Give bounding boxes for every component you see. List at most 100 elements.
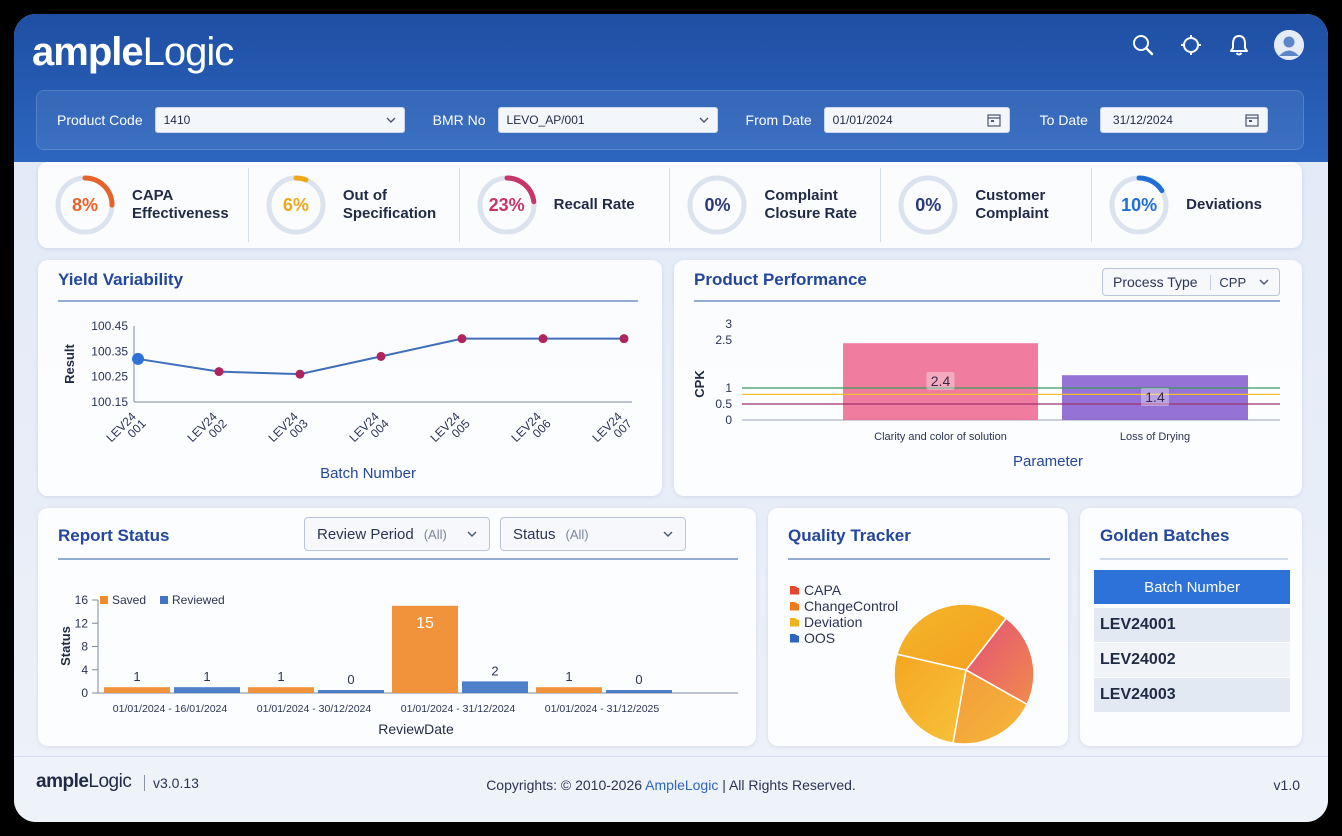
process-type-value: CPP	[1210, 274, 1246, 290]
data-point	[619, 334, 629, 344]
logo-bold: ample	[32, 29, 144, 74]
bmr-label: BMR No	[432, 112, 486, 128]
x-tick-label: LEV24005	[427, 408, 473, 454]
y-tick-label: 4	[81, 663, 88, 677]
user-avatar-icon[interactable]	[1274, 30, 1304, 60]
quality-legend: CAPA ChangeControl Deviation OOS	[790, 582, 898, 646]
y-tick-label: 16	[75, 593, 89, 607]
kpi-label: CAPA Effectiveness	[132, 187, 229, 223]
calendar-icon[interactable]	[987, 113, 1001, 127]
app-frame: ample Logic Product Code 1410 BMR No	[14, 14, 1328, 822]
crosshair-icon[interactable]	[1178, 30, 1204, 60]
kpi-ring-graphic	[1109, 175, 1169, 235]
kpi-item[interactable]: 8% CAPA Effectiveness	[38, 168, 249, 242]
report-title: Report Status	[58, 526, 170, 545]
title-divider	[58, 558, 738, 560]
kpi-value: 10%	[1121, 194, 1158, 215]
legend-label: Deviation	[804, 614, 863, 630]
kpi-item[interactable]: 0% Customer Complaint	[881, 168, 1093, 242]
kpi-ring-track	[898, 175, 958, 235]
data-label: 1.4	[1145, 389, 1165, 405]
title-divider	[1100, 558, 1288, 560]
logo-light: Logic	[142, 29, 235, 74]
legend-swatch	[790, 601, 799, 611]
kpi-ring-progress	[55, 175, 115, 235]
kpi-label-line1: Customer	[975, 187, 1046, 204]
data-point	[132, 352, 144, 365]
y-tick-label: 100.35	[91, 344, 128, 358]
kpi-ring-graphic	[477, 175, 537, 235]
y-tick-label: 2.5	[715, 333, 732, 347]
footer-logo: ampleLogic	[36, 771, 132, 793]
kpi-label: Customer Complaint	[975, 187, 1048, 223]
data-label: 0	[635, 672, 642, 687]
process-type-select[interactable]: Process Type CPP	[1102, 268, 1280, 296]
search-icon[interactable]	[1130, 30, 1156, 60]
legend-item[interactable]: OOS	[790, 630, 898, 646]
table-row[interactable]: LEV24002	[1094, 643, 1290, 677]
x-tick-label: LEV24004	[346, 408, 392, 454]
bar	[843, 343, 1038, 420]
data-label: 2	[491, 663, 498, 678]
app-logo[interactable]: ample Logic	[32, 22, 235, 82]
copyright-brand[interactable]: AmpleLogic	[645, 777, 719, 793]
from-date-input[interactable]: 01/01/2024	[823, 107, 1010, 133]
kpi-ring-progress	[266, 175, 326, 235]
product-code-select[interactable]: 1410	[154, 107, 405, 133]
kpi-item[interactable]: 10% Deviations	[1092, 168, 1302, 242]
batch-number-header[interactable]: Batch Number	[1094, 570, 1290, 604]
to-date-label: To Date	[1039, 112, 1088, 128]
kpi-label-line2: Complaint	[975, 205, 1049, 222]
filter-bar: Product Code 1410 BMR No LEVO_AP/001 Fro…	[36, 90, 1304, 150]
kpi-label-line1: Out of	[342, 187, 387, 204]
to-date-value: 31/12/2024	[1112, 113, 1173, 127]
yield-chart: 100.45 100.35 100.25 100.15 Result LEV24001 LE…	[62, 319, 635, 482]
process-type-label: Process Type	[1113, 274, 1198, 290]
from-date-value: 01/01/2024	[832, 113, 893, 127]
data-point	[214, 367, 224, 377]
data-label: 1	[565, 669, 572, 684]
table-row[interactable]: LEV24003	[1094, 678, 1290, 712]
review-period-label: Review Period	[317, 525, 414, 543]
kpi-label-line2: Effectiveness	[132, 205, 229, 222]
y-tick-label: 8	[81, 640, 88, 654]
legend-label: CAPA	[804, 582, 842, 598]
kpi-label-line1: CAPA	[132, 187, 174, 204]
legend-label: Reviewed	[172, 593, 225, 607]
x-tick-label: LEV24007	[589, 408, 635, 454]
status-select[interactable]: Status (All)	[500, 517, 686, 551]
x-axis-label: Batch Number	[320, 465, 416, 482]
legend-item[interactable]: ChangeControl	[790, 598, 898, 614]
kpi-ring: 8%	[54, 174, 116, 236]
review-period-select[interactable]: Review Period (All)	[304, 517, 490, 551]
x-tick-label: 01/01/2024 - 31/12/2025	[545, 703, 660, 715]
calendar-icon[interactable]	[1245, 113, 1259, 127]
table-row[interactable]: LEV24001	[1094, 608, 1290, 642]
app-version: v3.0.13	[144, 775, 199, 791]
legend-label: Saved	[112, 593, 146, 607]
copyright-prefix: Copyrights: © 2010-2026	[486, 777, 646, 793]
y-tick-label: 100.15	[91, 395, 128, 409]
legend-item[interactable]: Deviation	[790, 614, 898, 630]
chevron-down-icon	[663, 531, 673, 537]
data-label: 0	[347, 672, 354, 687]
report-status-card: Report Status Review Period (All) Status (…	[38, 508, 756, 746]
bmr-select[interactable]: LEVO_AP/001	[497, 107, 718, 133]
kpi-ring: 6%	[265, 174, 327, 236]
kpi-item[interactable]: 0% Complaint Closure Rate	[670, 168, 882, 242]
bar	[248, 687, 314, 693]
legend-swatch	[160, 596, 168, 604]
legend-label: OOS	[804, 630, 836, 646]
review-period-value: (All)	[423, 526, 447, 542]
pie-slice	[964, 617, 1035, 706]
bell-icon[interactable]	[1226, 30, 1252, 60]
kpi-item[interactable]: 23% Recall Rate	[460, 168, 671, 242]
bar	[1062, 375, 1248, 420]
y-axis-label: Status	[58, 626, 73, 666]
footer-logo-light: Logic	[88, 771, 132, 792]
to-date-input[interactable]: 31/12/2024	[1099, 107, 1268, 133]
data-label-bg	[926, 372, 955, 390]
legend-item[interactable]: CAPA	[790, 582, 898, 598]
kpi-item[interactable]: 6% Out of Specification	[249, 168, 460, 242]
